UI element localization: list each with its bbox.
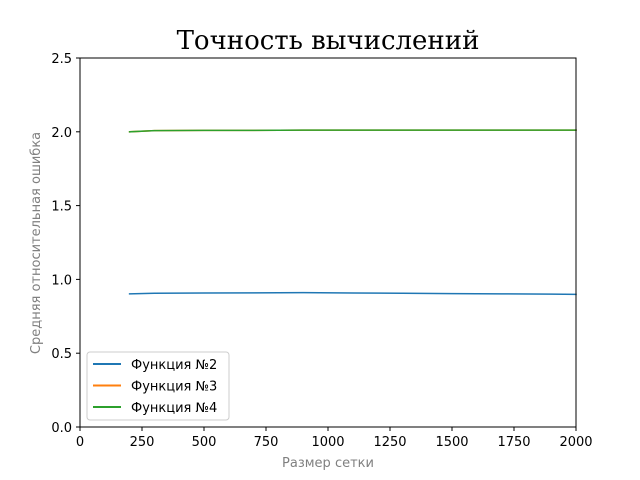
x-tick-label: 500 bbox=[192, 435, 217, 450]
plot-area: 0 250 500 750 1000 1250 1500 1750 2000 0.0 0.5 1.0 1… bbox=[51, 52, 592, 450]
chart-title: Точность вычислений bbox=[177, 26, 480, 56]
y-axis-label: Средняя относительная ошибка bbox=[29, 132, 44, 354]
y-tick-label: 0.5 bbox=[51, 347, 72, 362]
y-tick-label: 0.0 bbox=[51, 421, 72, 436]
x-tick-label: 250 bbox=[130, 435, 155, 450]
x-tick-label: 1500 bbox=[435, 435, 468, 450]
x-tick-label: 0 bbox=[76, 435, 84, 450]
y-tick-label: 1.0 bbox=[51, 273, 72, 288]
x-axis-label: Размер сетки bbox=[282, 456, 374, 471]
y-tick-label: 2.5 bbox=[51, 52, 72, 67]
y-tick-label: 1.5 bbox=[51, 200, 72, 215]
series-line-3 bbox=[128, 129, 577, 133]
legend-box bbox=[86, 351, 230, 421]
x-tick-label: 1250 bbox=[373, 435, 406, 450]
x-tick-label: 2000 bbox=[559, 435, 592, 450]
legend: Функция №2 Функция №3 Функция №4 bbox=[86, 351, 230, 421]
y-tick-label: 2.0 bbox=[51, 126, 72, 141]
legend-label-3: Функция №4 bbox=[131, 401, 217, 416]
legend-label-2: Функция №3 bbox=[131, 380, 217, 395]
legend-label-1: Функция №2 bbox=[131, 358, 217, 373]
x-tick-label: 1750 bbox=[497, 435, 530, 450]
series-line-1 bbox=[128, 291, 577, 296]
x-tick-label: 1000 bbox=[311, 435, 344, 450]
x-tick-label: 750 bbox=[254, 435, 279, 450]
